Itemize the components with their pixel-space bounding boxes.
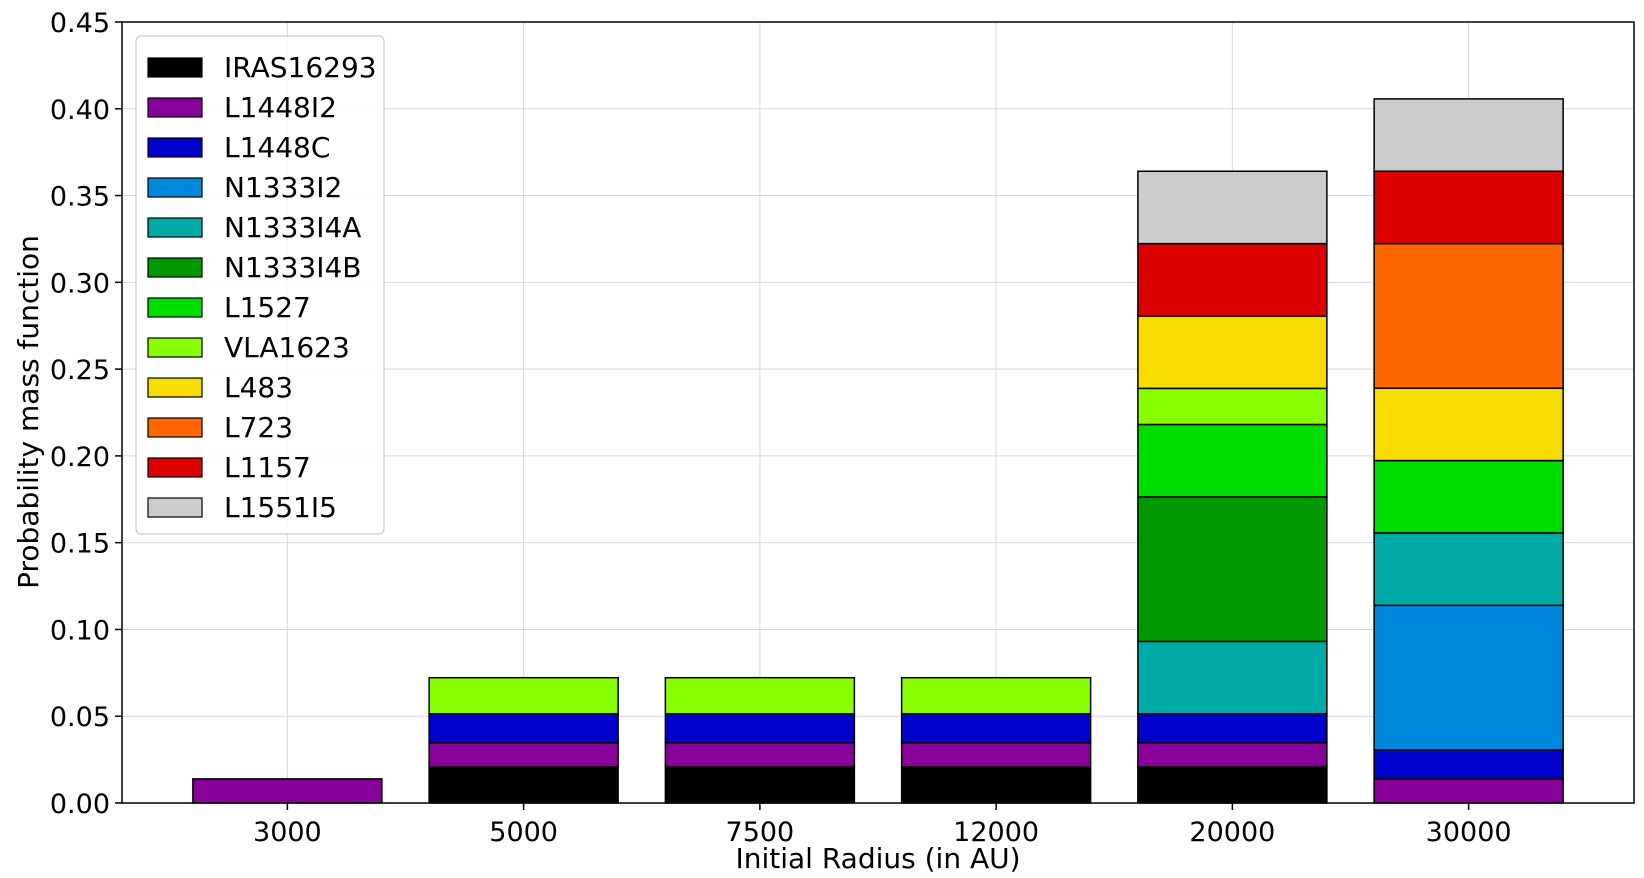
legend-swatch <box>147 497 203 518</box>
legend-swatch <box>147 297 203 318</box>
legend-label: L723 <box>224 411 293 444</box>
y-tick-label: 0.15 <box>50 529 110 560</box>
y-tick-label: 0.40 <box>50 95 110 126</box>
bar-segment-l1448i2 <box>900 742 1092 768</box>
legend: IRAS16293 L1448I2 L1448C N1333I2 N1333I4A N13… <box>135 35 385 535</box>
x-axis-ticks: 3000 5000 7500 12000 20000 30000 <box>253 803 1512 848</box>
y-tick-label: 0.05 <box>50 702 110 733</box>
bar-segment-l1448i2 <box>664 742 856 768</box>
bar-stacks <box>192 98 1564 804</box>
legend-swatch <box>147 457 203 478</box>
bar-segment-l1448c <box>1373 749 1564 780</box>
legend-label: L1448C <box>224 131 330 164</box>
bar-segment-l1551i5 <box>1137 170 1328 245</box>
bar-segment-l1448i2 <box>428 742 619 768</box>
x-tick-label: 3000 <box>253 817 322 848</box>
y-tick-label: 0.25 <box>50 355 110 386</box>
legend-label: L1551I5 <box>224 491 337 524</box>
bar-segment-n1333i2 <box>1373 604 1564 751</box>
bar-segment-n1333i4a <box>1137 640 1328 715</box>
y-tick-label: 0.45 <box>50 8 110 39</box>
y-axis-ticks: 0.00 0.05 0.10 0.15 0.20 0.25 0.30 0.35 0.40 0.45 <box>50 8 122 820</box>
legend-swatch <box>147 97 203 118</box>
bar-segment-l1157 <box>1137 242 1328 317</box>
legend-swatch <box>147 417 203 438</box>
legend-swatch <box>147 137 203 158</box>
bar-segment-vla1623 <box>900 676 1092 715</box>
y-tick-label: 0.20 <box>50 442 110 473</box>
bar-segment-iras16293 <box>664 766 856 804</box>
bar-segment-iras16293 <box>900 766 1092 804</box>
x-tick-label: 20000 <box>1189 817 1275 848</box>
legend-label: L1448I2 <box>224 91 337 124</box>
bar-segment-vla1623 <box>664 676 856 715</box>
bar-segment-l1527 <box>1137 423 1328 498</box>
legend-label: L483 <box>224 371 293 404</box>
plot-frame <box>121 21 1635 804</box>
legend-swatch <box>147 337 203 358</box>
legend-label: N1333I4B <box>224 251 361 284</box>
bar-segment-l483 <box>1373 387 1564 462</box>
y-axis-label: Probability mass function <box>12 235 45 589</box>
legend-label: IRAS16293 <box>224 51 377 84</box>
bar-segment-vla1623 <box>428 676 619 715</box>
legend-label: N1333I2 <box>224 171 342 204</box>
x-tick-label: 7500 <box>726 817 795 848</box>
bar-segment-l1527 <box>1373 459 1564 534</box>
x-tick-label: 30000 <box>1426 817 1512 848</box>
legend-swatch <box>147 217 203 238</box>
bar-segment-l483 <box>1137 315 1328 390</box>
y-tick-label: 0.30 <box>50 268 110 299</box>
bar-segment-vla1623 <box>1137 387 1328 426</box>
bar-segment-l1448c <box>900 713 1092 744</box>
x-axis-label: Initial Radius (in AU) <box>735 842 1020 875</box>
y-tick-label: 0.00 <box>50 789 110 820</box>
x-tick-label: 5000 <box>489 817 558 848</box>
bar-segment-iras16293 <box>428 766 619 804</box>
legend-label: VLA1623 <box>224 331 350 364</box>
bar-segment-n1333i4a <box>1373 532 1564 607</box>
bar-segment-l1448c <box>428 713 619 744</box>
legend-label: L1527 <box>224 291 311 324</box>
bar-segment-iras16293 <box>1137 766 1328 804</box>
legend-swatch <box>147 257 203 278</box>
legend-box <box>135 35 385 535</box>
y-tick-label: 0.35 <box>50 182 110 213</box>
bar-segment-l1448c <box>1137 713 1328 744</box>
bar-segment-n1333i4b <box>1137 496 1328 643</box>
legend-label: N1333I4A <box>224 211 361 244</box>
legend-swatch <box>147 57 203 78</box>
bar-segment-l1448c <box>664 713 856 744</box>
x-tick-label: 12000 <box>953 817 1039 848</box>
bar-segment-l723 <box>1373 242 1564 389</box>
legend-swatch <box>147 377 203 398</box>
bar-segment-l1448i2 <box>1137 742 1328 768</box>
y-tick-label: 0.10 <box>50 615 110 646</box>
bar-segment-l1551i5 <box>1373 98 1564 173</box>
bar-segment-l1157 <box>1373 170 1564 245</box>
bar-segment-l1448i2 <box>1373 778 1564 804</box>
legend-swatch <box>147 177 203 198</box>
bar-segment-l1448i2 <box>192 778 383 804</box>
legend-label: L1157 <box>224 451 311 484</box>
